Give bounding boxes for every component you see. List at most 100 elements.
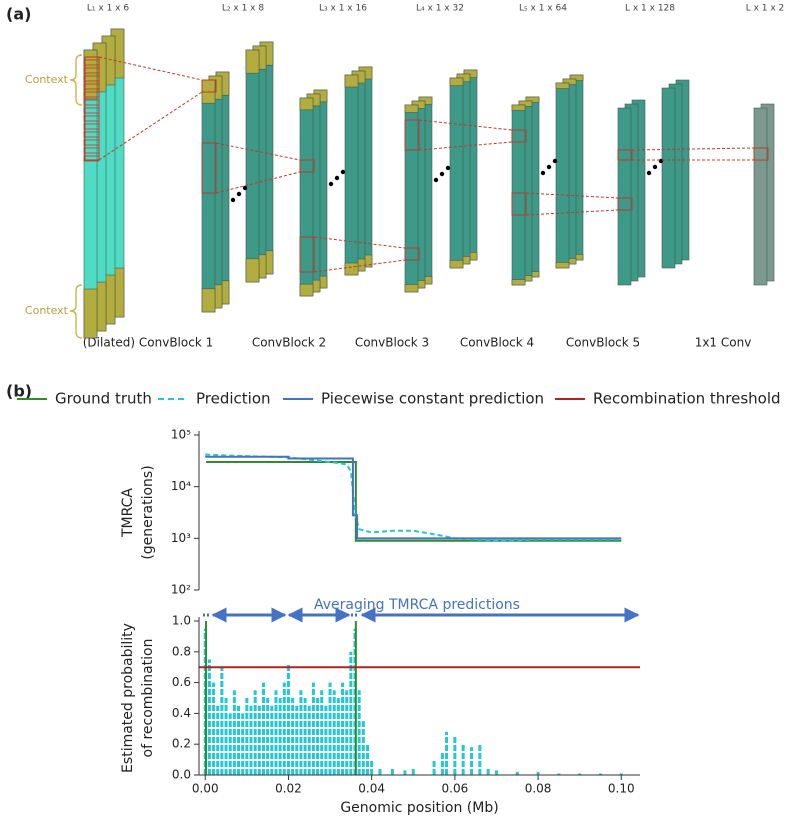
ellipsis-dot — [658, 158, 664, 164]
ellipsis-dot — [445, 165, 451, 171]
slab — [617, 107, 632, 286]
link — [313, 259, 406, 273]
link — [525, 209, 619, 216]
link — [313, 236, 406, 249]
x-tick-label: 0.08 — [525, 782, 552, 796]
slab — [404, 104, 419, 293]
context-label: Context — [25, 73, 69, 86]
brace — [69, 284, 83, 339]
block-label: ConvBlock 2 — [252, 336, 326, 350]
dimension-label: L₃ x 1 x 16 — [319, 4, 367, 14]
y-tick-label: 0.2 — [172, 737, 191, 751]
receptive-field — [617, 197, 633, 211]
slab — [299, 97, 314, 297]
y-axis-label: Estimated probability — [120, 623, 136, 773]
link — [525, 192, 619, 199]
slab-context — [555, 262, 570, 269]
slab-context — [299, 283, 314, 297]
receptive-field — [299, 159, 315, 173]
dimension-label: L₂ x 1 x 8 — [222, 4, 264, 14]
legend-label: Recombination threshold — [593, 390, 781, 408]
y-tick-label: 10⁵ — [171, 428, 191, 442]
slab-context — [562, 78, 577, 85]
slab-context — [511, 279, 526, 286]
y-tick-label: 10³ — [171, 531, 191, 545]
y-tick-label: 0.8 — [172, 644, 191, 658]
y-axis-label: of recombination — [140, 639, 156, 758]
slab-context — [299, 97, 314, 111]
x-tick-label: 0.10 — [608, 782, 635, 796]
slab-context — [404, 104, 419, 113]
receptive-field — [753, 147, 769, 161]
receptive-field — [511, 192, 527, 216]
link — [215, 142, 301, 161]
brace — [69, 54, 83, 106]
receptive-field — [201, 142, 217, 194]
slab — [201, 79, 216, 313]
slab-context — [569, 74, 584, 81]
y-tick-label: 10⁴ — [171, 479, 191, 493]
ellipsis-dot — [439, 171, 445, 177]
slab-context — [201, 288, 216, 313]
y-axis-label: (generations) — [140, 465, 156, 559]
ellipsis-dot — [230, 197, 236, 203]
context-label: Context — [25, 304, 69, 317]
ellipsis-dot — [236, 191, 242, 197]
dimension-label: L₅ x 1 x 64 — [519, 4, 567, 14]
dimension-label: L₁ x 1 x 6 — [87, 4, 129, 14]
x-axis-label: Genomic position (Mb) — [340, 800, 498, 816]
slab-context — [449, 260, 464, 269]
y-tick-label: 0.4 — [172, 706, 191, 720]
slab-context — [83, 49, 98, 100]
link — [215, 171, 301, 194]
x-tick-label: 0.06 — [442, 782, 469, 796]
ellipsis-dot — [340, 169, 346, 175]
line — [206, 461, 622, 542]
slab-context — [555, 82, 570, 89]
dimension-label: L x 1 x 2 — [746, 4, 785, 14]
slab-context — [511, 104, 526, 111]
ellipsis-dot — [242, 185, 248, 191]
legend-label: Ground truth — [55, 390, 152, 408]
panel-label: (b) — [6, 382, 32, 401]
annotation: Averaging TMRCA predictions — [314, 597, 520, 613]
slab — [344, 74, 359, 276]
x-tick-label: 0.02 — [275, 782, 302, 796]
receptive-field — [84, 56, 100, 161]
slab-context — [525, 96, 540, 103]
ellipsis-dot — [334, 175, 340, 181]
x-tick-label: 0.04 — [358, 782, 385, 796]
receptive-field — [201, 79, 217, 93]
block-label: ConvBlock 4 — [460, 336, 534, 350]
ellipsis-dot — [546, 164, 552, 170]
slab — [753, 107, 768, 286]
y-tick-label: 10² — [171, 583, 191, 597]
slab-context — [245, 49, 260, 74]
y-axis-label: TMRCA — [120, 488, 136, 538]
ellipsis-dot — [652, 164, 658, 170]
ellipsis-dot — [433, 177, 439, 183]
slab — [661, 87, 676, 269]
slab-context — [518, 100, 533, 107]
block-label: 1x1 Conv — [695, 336, 752, 350]
slab-context — [245, 258, 260, 283]
link — [418, 141, 513, 151]
ellipsis-dot — [552, 158, 558, 164]
ellipsis-dot — [540, 170, 546, 176]
y-tick-label: 1.0 — [172, 614, 191, 628]
y-tick-label: 0.0 — [172, 768, 191, 782]
legend-label: Prediction — [196, 390, 271, 408]
link — [98, 91, 203, 161]
architecture-diagram: L₁ x 1 x 6 L₂ x 1 x 8 L₃ x 1 x 16 L₄ x 1 x … — [25, 4, 784, 350]
block-label: (Dilated) ConvBlock 1 — [83, 336, 213, 350]
slab-context — [83, 288, 98, 339]
receptive-field — [299, 236, 315, 273]
slab-context — [404, 284, 419, 293]
block-label: ConvBlock 3 — [355, 336, 429, 350]
panel-label: (a) — [6, 5, 31, 24]
receptive-field — [404, 119, 420, 151]
slab — [511, 104, 526, 286]
x-tick-label: 0.00 — [192, 782, 219, 796]
link — [98, 56, 203, 81]
